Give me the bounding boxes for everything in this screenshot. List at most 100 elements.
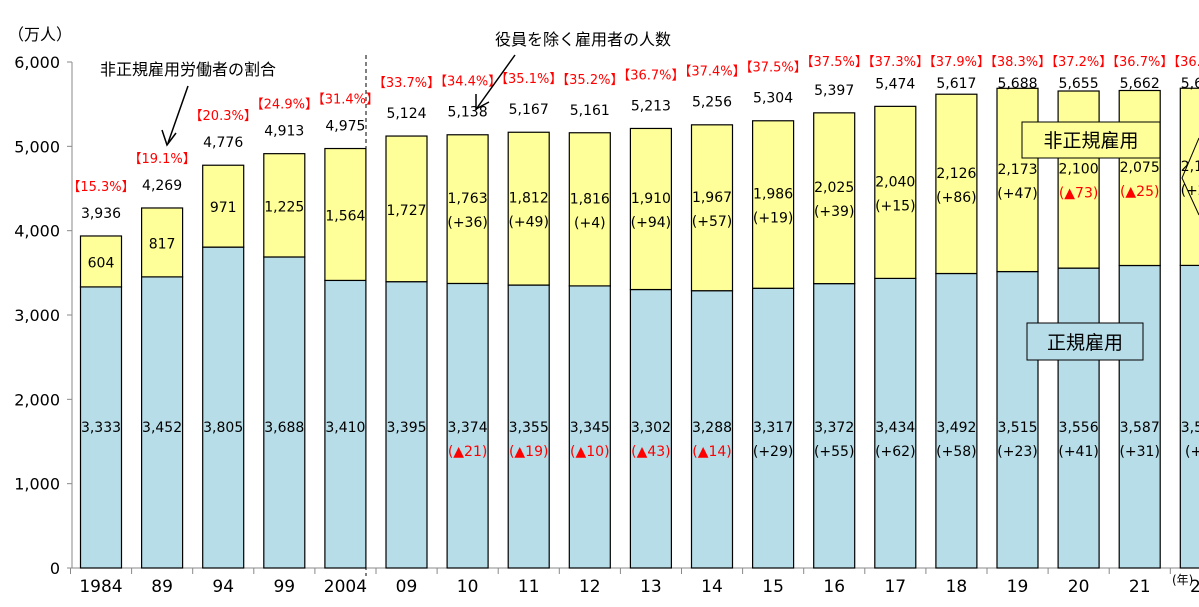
total-label: 5,662 [1120,76,1160,92]
nonregular-value-label: 817 [149,236,176,252]
nonregular-value-label: 1,763 [448,191,488,207]
total-arrow [476,54,516,109]
bar-nonregular [996,87,1039,273]
bar-nonregular [263,153,306,258]
total-label: 5,304 [753,91,793,107]
ratio-label: 【33.7%】 [373,76,440,91]
total-label: 5,689 [1181,76,1199,92]
regular-value-label: 3,452 [142,420,182,436]
ratio-label: 【36.9%】 [1167,55,1199,70]
regular-value-label: 3,288 [692,420,732,436]
x-axis-unit: (年) [1172,573,1193,587]
total-label: 5,688 [997,76,1037,92]
regular-change-label: (+1) [1185,444,1199,460]
regular-value-label: 3,395 [386,420,426,436]
ratio-label: 【24.9%】 [251,98,318,113]
nonregular-value-label: 2,075 [1120,160,1160,176]
bar-nonregular [141,207,184,278]
bar-regular [813,283,856,569]
x-tick-label: 21 [1129,577,1151,597]
ratio-arrow-head [161,129,177,147]
nonregular-value-label: 2,101 [1181,159,1199,175]
ratio-label: 【36.7%】 [1106,55,1173,70]
bar-nonregular [568,132,611,287]
regular-change-label: (+55) [814,444,854,460]
y-tick-label: 0 [50,559,60,578]
y-tick-label: 4,000 [14,222,60,241]
x-tick-label: 12 [579,577,601,597]
regular-change-label: (▲43) [631,444,671,460]
legend-nonregular-label: 非正規雇用 [1043,130,1138,152]
x-tick-label: 16 [823,577,845,597]
bar-regular [446,282,489,569]
total-label: 5,167 [509,102,549,118]
bar-regular [629,288,673,569]
regular-value-label: 3,587 [1120,420,1160,436]
nonregular-value-label: 2,126 [936,166,976,182]
x-tick-label: 1984 [79,577,122,597]
ratio-label: 【36.7%】 [617,68,684,83]
nonregular-change-label: (+94) [631,215,671,231]
regular-change-label: (▲14) [692,444,732,460]
ratio-arrow [167,85,189,144]
regular-value-label: 3,374 [448,420,488,436]
bar-nonregular [324,147,367,282]
x-tick-label: 99 [273,577,295,597]
nonregular-change-label: (+26) [1181,183,1199,199]
y-tick-label: 2,000 [14,390,60,409]
total-label: 3,936 [81,206,121,222]
bar-nonregular [751,120,795,289]
nonregular-change-label: (+39) [814,204,854,220]
y-tick-label: 3,000 [14,306,60,325]
regular-value-label: 3,805 [203,420,243,436]
regular-value-label: 3,588 [1181,420,1199,436]
nonregular-value-label: 1,816 [570,191,610,207]
x-tick-label: 17 [884,577,906,597]
nonregular-value-label: 2,025 [814,180,854,196]
bar-regular [79,286,123,569]
nonregular-value-label: 1,812 [509,191,549,207]
total-label: 4,269 [142,178,182,194]
ratio-label: 【34.4%】 [434,75,501,90]
regular-change-label: (+29) [753,444,793,460]
y-tick-label: 5,000 [14,137,60,156]
total-label: 4,913 [264,124,304,140]
bar-regular [1057,267,1100,569]
total-label: 5,474 [875,76,915,92]
regular-value-label: 3,345 [570,420,610,436]
bar-regular [935,272,978,569]
ratio-annotation: 非正規雇用労働者の割合 [100,60,276,79]
nonregular-change-label: (+57) [692,214,732,230]
regular-value-label: 3,333 [81,420,121,436]
bar-nonregular [629,127,673,291]
x-tick-label: 94 [212,577,234,597]
nonregular-value-label: 2,173 [997,162,1037,178]
nonregular-value-label: 1,564 [325,208,365,224]
ratio-label: 【35.2%】 [556,73,623,88]
x-tick-label: 2004 [324,577,367,597]
bar-nonregular [1118,89,1161,267]
legend-nonregular-box [1021,121,1161,159]
bar-nonregular [79,235,123,288]
nonregular-change-label: (+86) [936,190,976,206]
legend-regular-box [1026,322,1144,361]
ratio-label: 【19.1%】 [128,152,195,167]
y-tick-label: 1,000 [14,475,60,494]
regular-value-label: 3,688 [264,420,304,436]
total-arrow-head [475,94,490,111]
regular-change-label: (+58) [936,444,976,460]
legend-regular-label: 正規雇用 [1047,332,1123,354]
nonregular-change-label: (▲25) [1120,184,1160,200]
nonregular-value-label: 2,100 [1059,162,1099,178]
nonregular-value-label: 1,727 [386,203,426,219]
ratio-label: 【20.3%】 [190,109,257,124]
regular-value-label: 3,556 [1059,420,1099,436]
bar-nonregular [874,105,917,279]
y-axis-unit: （万人） [8,25,72,44]
total-label: 5,124 [386,106,426,122]
ratio-label: 【37.5%】 [801,55,868,70]
nonregular-value-label: 2,040 [875,174,915,190]
bar-regular [690,290,734,569]
bar-nonregular [1179,87,1199,267]
x-tick-label: 89 [151,577,173,597]
